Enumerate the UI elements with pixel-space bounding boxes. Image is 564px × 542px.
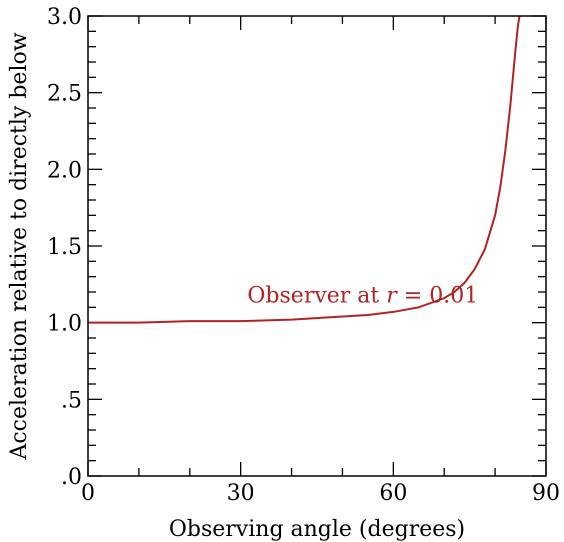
y-tick-label: 1.5	[47, 235, 82, 260]
x-tick-label: 30	[227, 481, 255, 506]
x-tick-label: 60	[379, 481, 407, 506]
x-tick-label: 0	[81, 481, 95, 506]
y-tick-label: 3.0	[47, 5, 82, 30]
series-annotation: Observer at r = 0.01	[247, 284, 478, 309]
x-axis-label: Observing angle (degrees)	[169, 517, 465, 542]
y-tick-label: .0	[61, 465, 82, 490]
plot-frame	[87, 15, 547, 477]
annotation-prefix: Observer at	[247, 284, 386, 309]
y-axis-label: Acceleration relative to directly below	[7, 32, 32, 460]
y-tick-label: 2.0	[47, 158, 82, 183]
x-tick-label: 90	[532, 481, 560, 506]
y-tick-label: 1.0	[47, 312, 82, 337]
annotation-variable: r	[386, 284, 398, 309]
series-line	[88, 15, 521, 324]
y-tick-label: 2.5	[47, 82, 82, 107]
annotation-suffix: = 0.01	[397, 284, 478, 309]
axis-ticks	[87, 15, 547, 477]
axis-tick-labels: 0 30 60 90 .0 .5 1.0 1.5 2.0 2.5 3.0	[47, 5, 560, 506]
y-tick-label: .5	[61, 388, 82, 413]
